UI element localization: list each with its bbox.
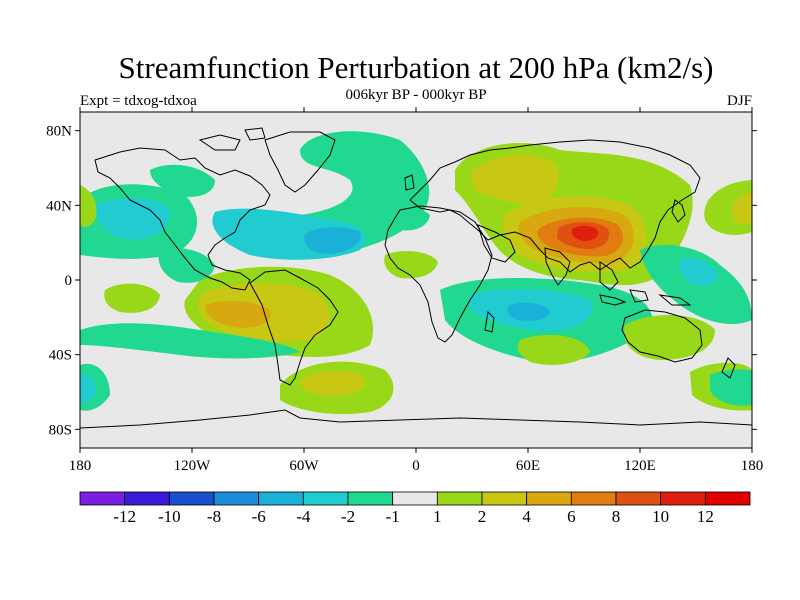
coast-arctic-islands-2 bbox=[244, 127, 266, 141]
contour-samer-orange bbox=[205, 300, 271, 328]
colorbar-label: 10 bbox=[652, 507, 669, 526]
map-subtitle: 006kyr BP - 000kyr BP bbox=[345, 87, 487, 103]
coast-indonesia-1 bbox=[599, 294, 627, 306]
colorbar-swatch bbox=[213, 491, 260, 506]
colorbar-label: -4 bbox=[296, 507, 311, 526]
colorbar-label: -1 bbox=[386, 507, 400, 526]
colorbar-label: -8 bbox=[207, 507, 221, 526]
coast-madagascar bbox=[484, 310, 495, 333]
coast-south-america bbox=[249, 269, 339, 386]
coast-australia bbox=[621, 309, 703, 363]
colorbar-swatch bbox=[258, 491, 304, 506]
colorbar-label: 8 bbox=[612, 507, 621, 526]
map-title: Streamfunction Perturbation at 200 hPa (… bbox=[118, 50, 714, 85]
contour-npac-inner bbox=[95, 198, 171, 240]
colorbar-swatch bbox=[124, 491, 170, 506]
colorbar-label: 1 bbox=[433, 507, 442, 526]
coast-eurasia bbox=[409, 139, 701, 273]
contour-io-deep bbox=[507, 302, 550, 321]
lat-tick-label: 80N bbox=[46, 124, 72, 140]
coast-new-zealand bbox=[721, 357, 736, 379]
experiment-label: Expt = tdxog-tdxoa bbox=[80, 93, 197, 109]
colorbar-swatch bbox=[79, 491, 126, 506]
coast-uk bbox=[404, 174, 415, 191]
colorbar-label: -2 bbox=[341, 507, 355, 526]
contour-spac-pos bbox=[104, 283, 160, 313]
contour-io-south bbox=[517, 334, 590, 365]
contour-nepac-neg bbox=[158, 248, 215, 283]
coast-japan bbox=[671, 199, 686, 223]
colorbar-label: -12 bbox=[113, 507, 136, 526]
colorbar-swatch bbox=[526, 491, 572, 506]
colorbar-label: -10 bbox=[158, 507, 181, 526]
colorbar-label: 2 bbox=[478, 507, 487, 526]
colorbar-label: 6 bbox=[567, 507, 576, 526]
contour-natl-deep bbox=[304, 227, 361, 254]
contour-npac-pos-west bbox=[80, 185, 97, 227]
coast-north-america bbox=[94, 147, 271, 291]
contour-africa-pos bbox=[384, 250, 438, 279]
colorbar-swatch bbox=[660, 491, 706, 506]
colorbar-swatch bbox=[570, 491, 617, 506]
coast-se-asia bbox=[599, 261, 619, 291]
coast-new-guinea bbox=[658, 294, 692, 306]
colorbar-label: 12 bbox=[697, 507, 714, 526]
coast-greenland bbox=[264, 131, 336, 193]
lon-tick-label: 180 bbox=[69, 458, 92, 474]
lat-tick-label: 40N bbox=[46, 198, 72, 214]
longitude-axis: 180 120W 60W 0 60E 120E 180 bbox=[69, 107, 764, 474]
colorbar: -12 -10 -8 -6 -4 -2 -1 1 2 4 6 8 10 12 bbox=[79, 491, 751, 526]
colorbar-swatch bbox=[392, 491, 438, 506]
colorbar-label: 4 bbox=[522, 507, 531, 526]
coastlines bbox=[80, 127, 752, 429]
colorbar-swatch bbox=[302, 491, 349, 506]
contour-spac-belt bbox=[80, 323, 300, 359]
coast-arabia bbox=[477, 224, 516, 263]
map-plot-area bbox=[80, 112, 752, 448]
lon-tick-label: 60E bbox=[516, 458, 540, 474]
colorbar-swatch bbox=[615, 491, 662, 506]
coast-indonesia-2 bbox=[629, 289, 649, 303]
contour-canada bbox=[150, 164, 215, 197]
colorbar-swatch bbox=[704, 491, 751, 506]
contour-sahara-neg bbox=[389, 207, 430, 231]
lon-tick-label: 0 bbox=[412, 458, 420, 474]
lon-tick-label: 120E bbox=[624, 458, 656, 474]
lon-tick-label: 180 bbox=[741, 458, 764, 474]
lon-tick-label: 120W bbox=[174, 458, 212, 474]
contour-satl-inner bbox=[300, 370, 366, 396]
contour-eurasia-olive bbox=[470, 155, 559, 205]
coast-antarctica bbox=[80, 409, 752, 429]
lon-tick-label: 60W bbox=[289, 458, 319, 474]
contour-npac-pos-east-core bbox=[731, 192, 752, 225]
contour-fill-layer bbox=[80, 131, 752, 415]
contour-wpac-core bbox=[679, 258, 718, 286]
colorbar-swatch bbox=[436, 491, 483, 506]
colorbar-swatch bbox=[168, 491, 215, 506]
lat-tick-label: 80S bbox=[49, 422, 72, 438]
coast-africa bbox=[384, 205, 493, 343]
lat-tick-label: 0 bbox=[65, 273, 73, 289]
latitude-axis: 80N 40N 0 40S 80S bbox=[46, 124, 757, 438]
contour-aus-pos bbox=[624, 314, 715, 360]
season-label: DJF bbox=[726, 93, 752, 109]
colorbar-label: -6 bbox=[252, 507, 266, 526]
contour-spac-sw-core bbox=[80, 374, 96, 403]
contour-sw-pac-neg bbox=[710, 369, 752, 406]
coast-india bbox=[544, 247, 571, 286]
contour-tibet-12 bbox=[571, 225, 599, 241]
colorbar-swatch bbox=[347, 491, 394, 506]
colorbar-swatch bbox=[481, 491, 528, 506]
coast-arctic-islands bbox=[198, 134, 241, 151]
lat-tick-label: 40S bbox=[49, 348, 72, 364]
